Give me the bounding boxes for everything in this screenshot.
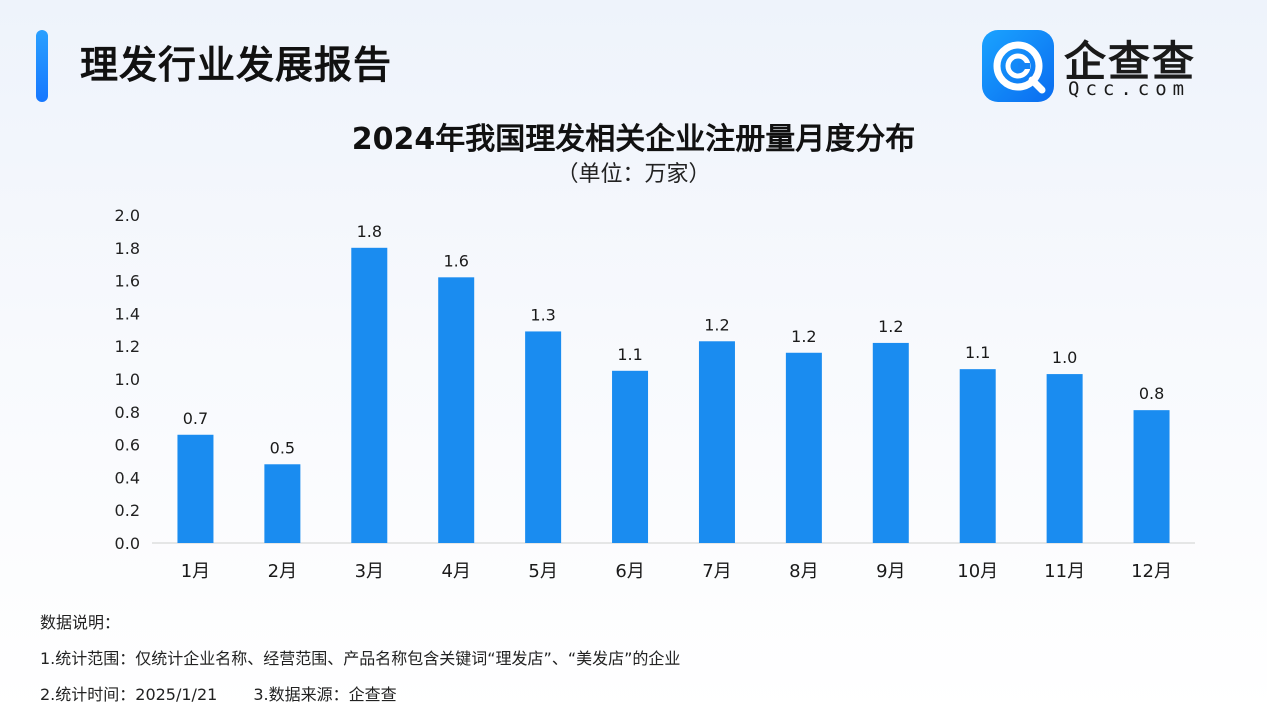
bar-value-label: 1.1 [965, 343, 990, 362]
bar-value-label: 0.5 [270, 438, 295, 457]
bar-value-label: 1.2 [704, 315, 729, 334]
chart-title: 2024年我国理发相关企业注册量月度分布 [351, 122, 916, 157]
x-tick-label: 6月 [615, 561, 644, 582]
y-tick-label: 0.4 [115, 468, 140, 487]
y-tick-label: 0.2 [115, 501, 140, 520]
x-tick-label: 3月 [355, 561, 384, 582]
data-notes: 数据说明： 1.统计范围：仅统计企业名称、经营范围、产品名称包含关键词“理发店”… [40, 605, 680, 713]
bar-value-label: 1.8 [357, 222, 382, 241]
bar [264, 464, 301, 543]
y-tick-label: 0.0 [115, 534, 140, 553]
bar [785, 352, 822, 543]
bar [698, 341, 735, 543]
notes-heading: 数据说明： [40, 613, 121, 632]
bar-value-label: 1.2 [791, 327, 816, 346]
x-tick-label: 11月 [1044, 561, 1085, 582]
bar-value-label: 1.2 [878, 317, 903, 336]
report-title: 理发行业发展报告 [80, 43, 393, 87]
bar-value-label: 1.6 [443, 251, 468, 270]
bar [525, 331, 562, 543]
y-tick-label: 2.0 [115, 206, 140, 225]
logo-text-cn: 企查查 [1064, 37, 1197, 86]
x-tick-label: 1月 [181, 561, 210, 582]
chart-subtitle: （单位：万家） [556, 162, 711, 187]
bar [351, 247, 388, 544]
bar [438, 277, 475, 543]
notes-scope: 1.统计范围：仅统计企业名称、经营范围、产品名称包含关键词“理发店”、“美发店”… [40, 649, 681, 668]
x-tick-label: 9月 [876, 561, 905, 582]
y-tick-label: 0.8 [115, 403, 140, 422]
y-tick-label: 1.4 [115, 304, 140, 323]
bar-value-label: 1.3 [530, 305, 555, 324]
x-tick-label: 4月 [441, 561, 470, 582]
bar [177, 434, 214, 543]
bar [1046, 374, 1083, 543]
logo-text-en: Qcc.com [1068, 78, 1191, 100]
x-tick-label: 7月 [702, 561, 731, 582]
notes-time: 2.统计时间：2025/1/21 [40, 685, 218, 704]
bar-value-label: 0.8 [1139, 384, 1164, 403]
qcc-logo[interactable]: 企查查 Qcc.com [982, 28, 1222, 104]
bar-value-label: 1.1 [617, 345, 642, 364]
y-tick-label: 1.0 [115, 370, 140, 389]
y-tick-label: 1.8 [115, 239, 140, 258]
x-tick-label: 10月 [957, 561, 998, 582]
y-tick-label: 0.6 [115, 436, 140, 455]
bar [612, 370, 649, 543]
y-tick-label: 1.6 [115, 272, 140, 291]
x-tick-label: 12月 [1131, 561, 1172, 582]
notes-source: 3.数据来源：企查查 [253, 685, 397, 704]
bar [959, 369, 996, 543]
x-tick-label: 2月 [268, 561, 297, 582]
x-tick-label: 5月 [528, 561, 557, 582]
x-tick-label: 8月 [789, 561, 818, 582]
bar [872, 342, 909, 543]
bar [1133, 410, 1170, 543]
bar-value-label: 1.0 [1052, 348, 1077, 367]
bar-value-label: 0.7 [183, 409, 208, 428]
y-tick-label: 1.2 [115, 337, 140, 356]
title-accent-bar [36, 30, 48, 102]
qcc-logo-icon [982, 30, 1054, 102]
